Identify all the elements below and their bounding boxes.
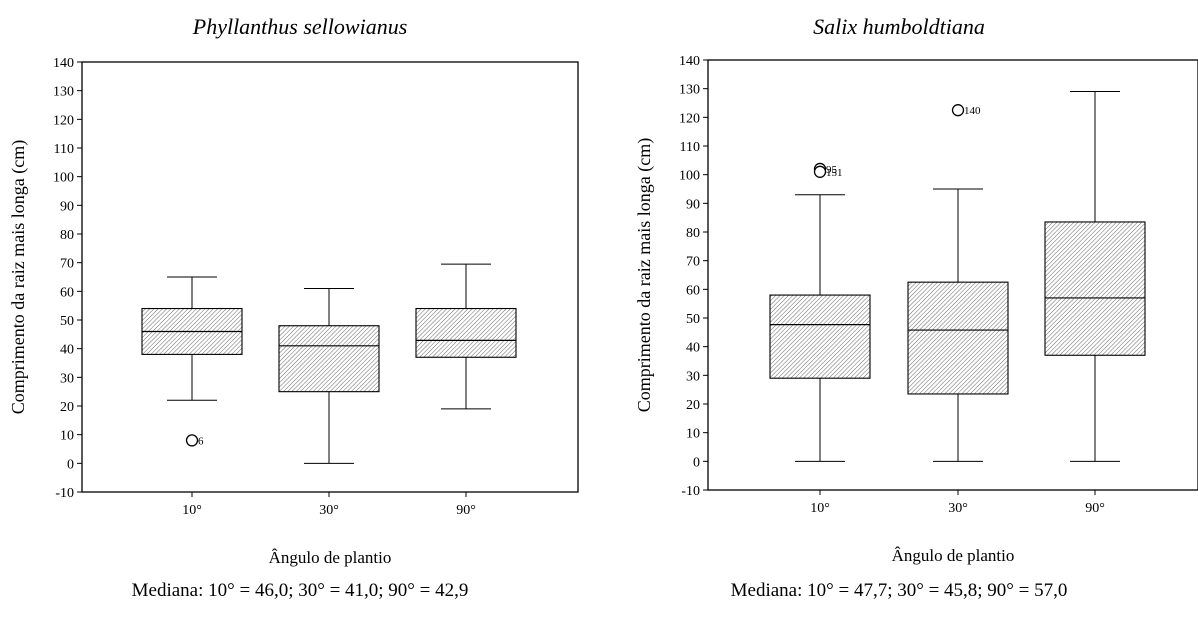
y-axis-label: Comprimento da raiz mais longa (cm)	[8, 140, 29, 414]
y-tick-label: 120	[53, 113, 74, 128]
x-tick-label: 30°	[319, 503, 339, 518]
median-note: Mediana: 10° = 46,0; 30° = 41,0; 90° = 4…	[131, 580, 469, 601]
y-tick-label: 0	[693, 455, 700, 470]
y-tick-label: 80	[60, 228, 74, 243]
boxplot-chart-salix: -10 0 10 20 30 40 50 60 70 80 90 100 110 120 130 140 Com…	[634, 54, 1198, 565]
chart-panel-salix: Salix humboldtiana -10 0 10 20 30 40 50 60 70 80 9…	[600, 0, 1198, 623]
y-tick-label: 110	[680, 140, 700, 155]
x-tick-label: 30°	[948, 501, 968, 516]
y-tick-label: 110	[54, 142, 74, 157]
y-axis-label: Comprimento da raiz mais longa (cm)	[634, 138, 655, 412]
y-tick-label: 10	[60, 429, 74, 444]
y-tick-label: 20	[686, 398, 700, 413]
outlier-point	[951, 104, 965, 117]
x-tick-label: 10°	[182, 503, 202, 518]
y-tick-label: 80	[686, 226, 700, 241]
y-tick-label: 140	[53, 56, 74, 71]
chart-panel-phyllanthus: Phyllanthus sellowianus -10 0 10 20 30 40 50 60…	[8, 14, 579, 601]
y-tick-label: 100	[53, 171, 74, 186]
outlier-label: 6	[198, 435, 204, 447]
y-tick-label: 130	[53, 85, 74, 100]
box-iqr	[1044, 221, 1146, 356]
y-tick-label: 140	[679, 54, 700, 69]
y-tick-label: 70	[60, 257, 74, 272]
outlier-label: 151	[826, 167, 843, 179]
plot-frame	[707, 59, 1198, 491]
box-iqr	[769, 294, 871, 379]
y-tick-label: 0	[67, 457, 74, 472]
y-tick-label: 130	[679, 83, 700, 98]
y-tick-label: 30	[686, 369, 700, 384]
y-tick-label: 20	[60, 400, 74, 415]
y-tick-label: 40	[60, 343, 74, 358]
x-axis-label: Ângulo de plantio	[892, 546, 1015, 565]
y-tick-label: -10	[55, 486, 74, 501]
y-tick-label: 10	[686, 427, 700, 442]
chart-title: Salix humboldtiana	[813, 14, 985, 39]
outlier-point	[185, 434, 199, 447]
y-tick-label: 30	[60, 371, 74, 386]
y-tick-label: 60	[686, 283, 700, 298]
box-iqr	[415, 307, 517, 358]
boxplot-chart-phyllanthus: -10 0 10 20 30 40 50 60 70 80 90 100 110 120 130 140 Com…	[8, 56, 579, 567]
y-tick-label: -10	[681, 484, 700, 499]
plot-frame	[81, 61, 579, 493]
x-tick-label: 90°	[1085, 501, 1105, 516]
y-tick-label: 50	[60, 314, 74, 329]
y-tick-label: 100	[679, 169, 700, 184]
y-tick-label: 120	[679, 111, 700, 126]
outlier-label: 95	[826, 164, 838, 176]
median-note: Mediana: 10° = 47,7; 30° = 45,8; 90° = 5…	[730, 580, 1068, 601]
outlier-point	[813, 165, 827, 178]
chart-title: Phyllanthus sellowianus	[192, 14, 408, 39]
box-iqr	[278, 325, 380, 393]
y-tick-label: 50	[686, 312, 700, 327]
box-iqr	[907, 281, 1009, 395]
x-tick-label: 10°	[810, 501, 830, 516]
y-tick-label: 90	[686, 197, 700, 212]
y-tick-label: 70	[686, 255, 700, 270]
y-tick-label: 90	[60, 199, 74, 214]
x-tick-label: 90°	[456, 503, 476, 518]
x-axis-label: Ângulo de plantio	[269, 548, 392, 567]
y-tick-label: 60	[60, 285, 74, 300]
y-tick-label: 40	[686, 341, 700, 356]
outlier-label: 140	[964, 105, 981, 117]
